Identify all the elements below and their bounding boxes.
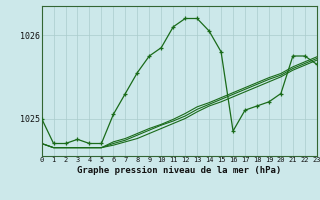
- X-axis label: Graphe pression niveau de la mer (hPa): Graphe pression niveau de la mer (hPa): [77, 166, 281, 175]
